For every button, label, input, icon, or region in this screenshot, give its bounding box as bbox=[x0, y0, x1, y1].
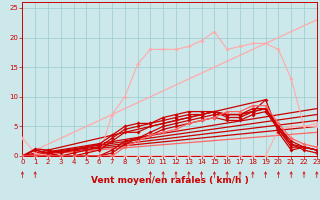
X-axis label: Vent moyen/en rafales ( km/h ): Vent moyen/en rafales ( km/h ) bbox=[91, 176, 248, 185]
